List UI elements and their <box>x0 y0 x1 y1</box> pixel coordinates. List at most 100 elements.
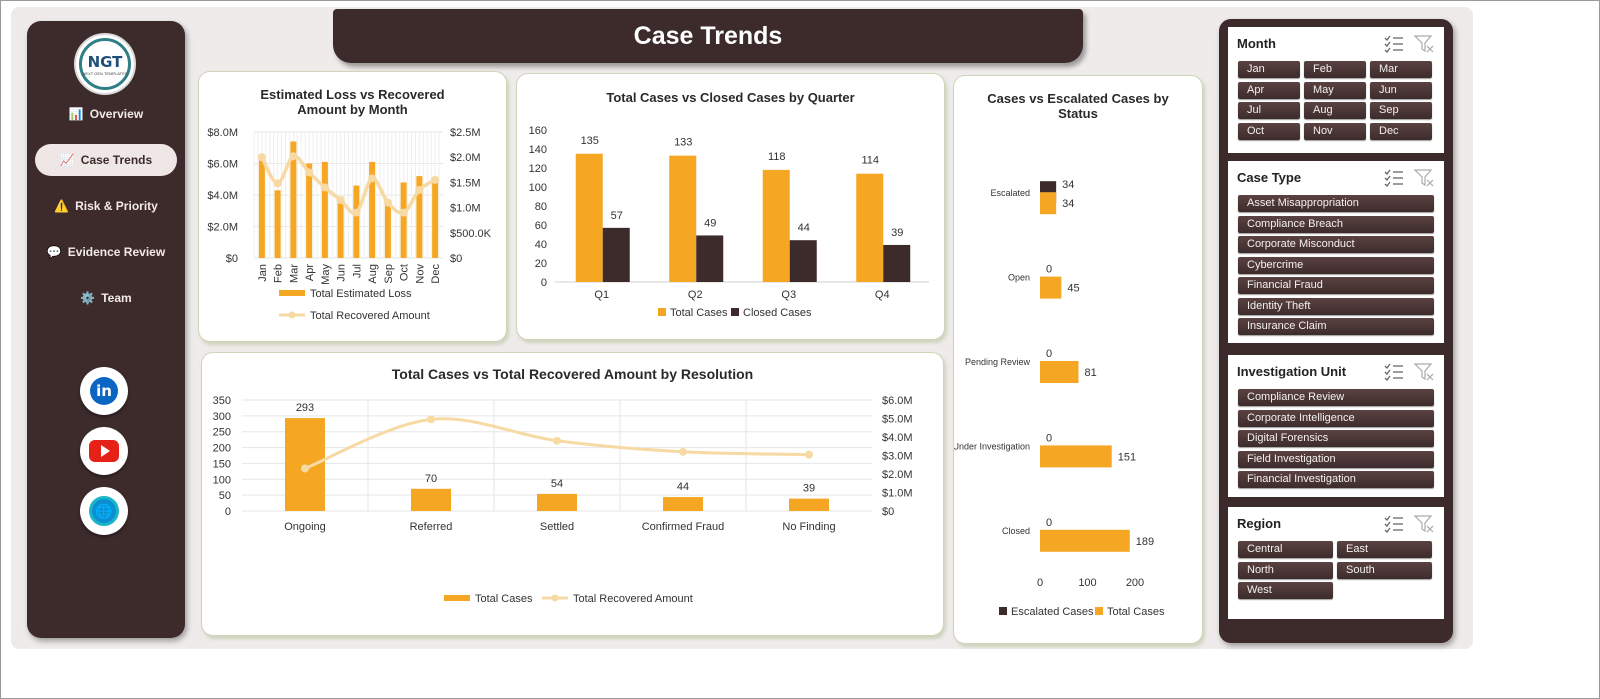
clear-filter-icon[interactable] <box>1413 169 1434 192</box>
globe-icon: 🌐 <box>89 496 119 526</box>
slicer-item[interactable]: Feb <box>1304 61 1366 78</box>
bar-total-cases <box>762 169 790 282</box>
point-recovered-amount <box>427 415 435 424</box>
sidebar: NGT NEXT GEN TEMPLATES 📊 Overview 📈 Case… <box>27 21 185 638</box>
point-recovered-amount <box>383 198 392 207</box>
website-button[interactable]: 🌐 <box>80 487 128 535</box>
slicer-toolbar <box>1384 169 1434 192</box>
clear-filter-icon[interactable] <box>1413 515 1434 538</box>
chart-title: Estimated Loss vs Recovered Amount by Mo… <box>260 87 445 117</box>
warning-icon: ⚠️ <box>54 199 70 213</box>
slicer-item[interactable]: Nov <box>1304 122 1366 140</box>
y-tick-label: 0 <box>541 277 547 289</box>
y-tick-label: Under Investigation <box>954 441 1030 451</box>
slicer-item[interactable]: Compliance Breach <box>1238 215 1434 233</box>
y2-tick-label: $0 <box>882 506 894 518</box>
bar-total-cases <box>669 155 697 282</box>
slicer-item[interactable]: Asset Misappropriation <box>1238 195 1434 212</box>
point-recovered-amount <box>431 175 440 184</box>
chart-total-vs-closed: 0 20 40 60 80 100 120 140 160 135 57 Q1 133 49 Q2 118 44… <box>529 125 929 319</box>
chart-loss-vs-recovered: $0 $2.0M $4.0M $6.0M $8.0M $0 $500.0K $1.0M $1.5… <box>207 127 491 322</box>
slicer-item[interactable]: Jan <box>1238 61 1300 78</box>
slicer-item[interactable]: Dec <box>1370 122 1432 140</box>
y-tick-label: 140 <box>529 144 547 156</box>
point-recovered-amount <box>336 196 345 205</box>
x-tick-label: Feb <box>273 264 285 283</box>
data-label-escalated: 0 <box>1046 264 1052 276</box>
slicer-item[interactable]: Corporate Misconduct <box>1238 236 1434 253</box>
slicer-item[interactable]: Oct <box>1238 122 1300 140</box>
slicer-item[interactable]: Financial Investigation <box>1238 471 1434 488</box>
multi-select-icon[interactable] <box>1384 363 1404 386</box>
slicer-item[interactable]: Financial Fraud <box>1238 277 1434 294</box>
y2-tick-label: $3.0M <box>882 451 913 463</box>
data-label-escalated: 34 <box>1062 179 1074 191</box>
chart-escalated-by-status: Escalated 34 34 Open 0 45 Pending Review 0 81 Und… <box>954 179 1165 618</box>
slicer-item[interactable]: West <box>1238 582 1333 599</box>
nav-item-case-trends[interactable]: 📈 Case Trends <box>35 144 177 176</box>
bar-estimated-loss <box>258 160 265 258</box>
slicer-item[interactable]: North <box>1238 561 1333 579</box>
slicer-item[interactable]: East <box>1337 541 1432 558</box>
x-tick-label: Apr <box>304 264 316 281</box>
bar-closed-cases <box>883 244 911 282</box>
point-recovered-amount <box>553 436 561 445</box>
legend-total-cases-swatch <box>1095 607 1103 615</box>
slicer-item[interactable]: Sep <box>1370 102 1432 119</box>
multi-select-icon[interactable] <box>1384 169 1404 192</box>
slicer-toolbar <box>1384 515 1434 538</box>
linkedin-button[interactable]: in <box>80 367 128 415</box>
bar-total-cases <box>575 153 603 282</box>
slicer-item[interactable]: May <box>1304 81 1366 99</box>
data-label-total: 54 <box>551 478 563 490</box>
data-label-total: 151 <box>1118 451 1136 463</box>
slicer-item[interactable]: Insurance Claim <box>1238 318 1434 335</box>
slicer-panel: Month Jan Feb Mar Apr May Jun Jul Aug Sep Oct Nov D… <box>1219 19 1453 643</box>
y-tick-label: 250 <box>213 427 231 439</box>
youtube-button[interactable] <box>80 427 128 475</box>
nav-item-risk-priority[interactable]: ⚠️ Risk & Priority <box>35 190 177 222</box>
multi-select-icon[interactable] <box>1384 35 1404 58</box>
clear-filter-icon[interactable] <box>1413 363 1434 386</box>
y2-tick-label: $2.5M <box>450 127 481 139</box>
x-tick-label: Oct <box>399 264 411 281</box>
legend-total-cases-label: Total Cases <box>670 307 728 319</box>
slicer-item[interactable]: Central <box>1238 541 1333 558</box>
chart-title: Total Cases vs Total Recovered Amount by… <box>391 366 754 382</box>
slicer-item[interactable]: Identity Theft <box>1238 297 1434 315</box>
slicer-item[interactable]: Aug <box>1304 102 1366 119</box>
slicer-item[interactable]: Corporate Intelligence <box>1238 409 1434 427</box>
slicer-item[interactable]: Jun <box>1370 81 1432 99</box>
nav-item-evidence-review[interactable]: 💬 Evidence Review <box>35 236 177 268</box>
nav-item-overview[interactable]: 📊 Overview <box>35 98 177 130</box>
logo[interactable]: NGT NEXT GEN TEMPLATES <box>74 33 136 95</box>
y-tick-label: 150 <box>213 458 231 470</box>
y-tick-label: 50 <box>219 490 231 502</box>
nav-item-team[interactable]: ⚙️ Team <box>35 282 177 314</box>
y-tick-label: 0 <box>225 506 231 518</box>
slicer-item[interactable]: Mar <box>1370 61 1432 78</box>
slicer-item[interactable]: Compliance Review <box>1238 389 1434 406</box>
y-tick-label: 120 <box>529 163 547 175</box>
multi-select-icon[interactable] <box>1384 515 1404 538</box>
slicer-item[interactable]: Jul <box>1238 102 1300 119</box>
x-tick-label: Jan <box>257 264 269 282</box>
slicer-item[interactable]: Field Investigation <box>1238 450 1434 468</box>
slicer-item[interactable]: Apr <box>1238 81 1300 99</box>
point-recovered-amount <box>257 153 266 162</box>
bar-estimated-loss <box>400 182 407 258</box>
x-tick-label: Confirmed Fraud <box>642 521 725 533</box>
x-tick-label: Jun <box>336 264 348 282</box>
data-label-total: 114 <box>861 155 879 167</box>
data-label-escalated: 0 <box>1046 432 1052 444</box>
slicer-item[interactable]: Cybercrime <box>1238 256 1434 274</box>
bar-chart-icon: 📊 <box>68 107 84 121</box>
data-label-total: 118 <box>768 151 786 163</box>
slicer-item[interactable]: South <box>1337 561 1432 579</box>
data-label-total: 293 <box>296 402 314 414</box>
slicer-item[interactable]: Digital Forensics <box>1238 430 1434 447</box>
slicer-toolbar <box>1384 363 1434 386</box>
slicer-toolbar <box>1384 35 1434 58</box>
point-recovered-amount <box>320 183 329 192</box>
clear-filter-icon[interactable] <box>1413 35 1434 58</box>
